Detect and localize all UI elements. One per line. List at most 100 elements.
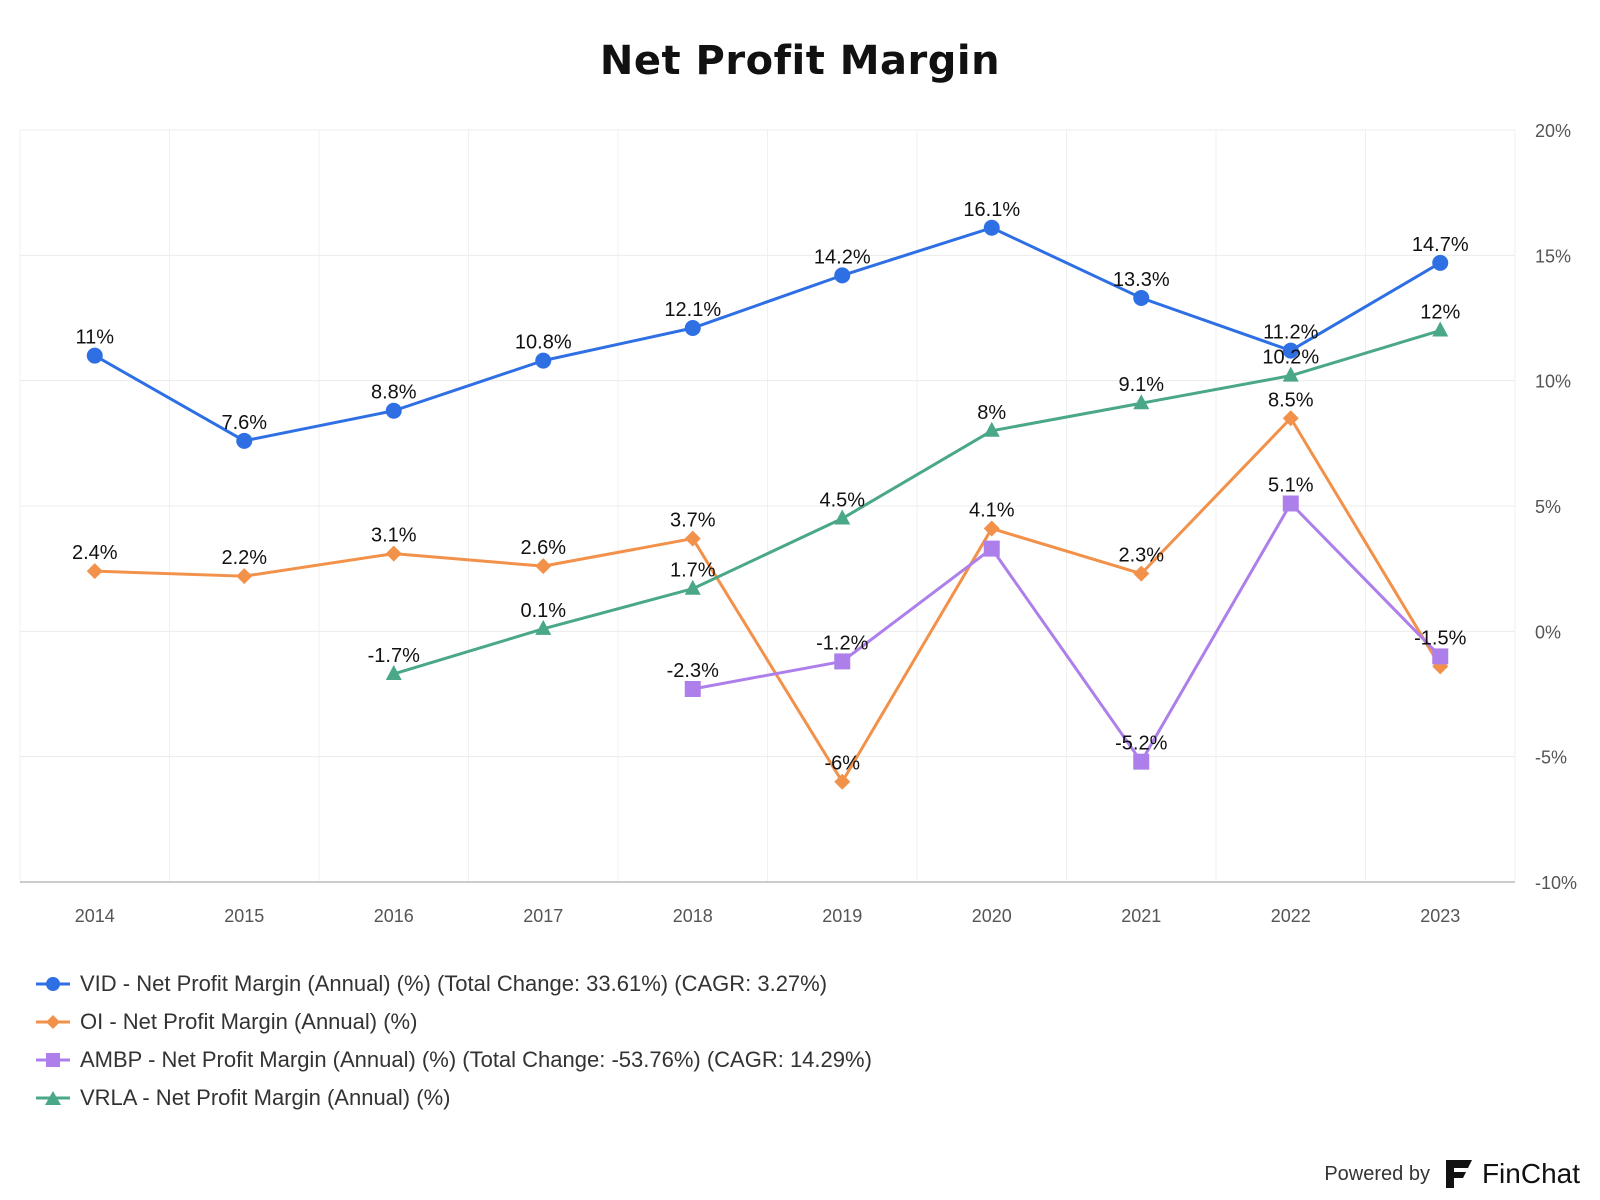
data-point-vid [86, 347, 103, 364]
legend-marker-square-icon [36, 1053, 70, 1067]
x-tick-label: 2017 [523, 906, 563, 926]
data-label-oi: 2.6% [520, 537, 566, 559]
data-point-oi [535, 558, 552, 575]
data-point-vrla [684, 579, 701, 595]
data-point-vrla [535, 619, 552, 635]
chart-title: Net Profit Margin [599, 38, 1001, 84]
data-point-ambp [834, 653, 851, 670]
x-tick-label: 2015 [224, 906, 264, 926]
y-tick-label: -5% [1535, 748, 1567, 768]
data-point-ambp [983, 540, 1000, 557]
series-line-vrla [393, 329, 1441, 676]
legend-marker-triangle-icon [36, 1091, 70, 1105]
data-label-vid: 16.1% [963, 199, 1020, 221]
data-point-vid [1432, 254, 1449, 271]
data-label-oi: 2.3% [1118, 545, 1164, 567]
data-label-ambp: -5.2% [1115, 733, 1167, 755]
data-label-vrla: -1.7% [368, 645, 420, 667]
data-label-oi: 2.4% [72, 542, 118, 564]
data-label-vid: 11.2% [1263, 322, 1318, 344]
data-point-vrla [1133, 394, 1150, 410]
data-point-vid [535, 352, 552, 369]
x-tick-label: 2016 [374, 906, 414, 926]
legend: VID - Net Profit Margin (Annual) (%) (To… [36, 965, 872, 1117]
legend-marker-diamond-icon [36, 1015, 70, 1029]
data-point-oi [86, 563, 103, 580]
data-label-vid: 7.6% [221, 412, 267, 434]
data-label-vid: 14.2% [814, 246, 871, 268]
x-tick-label: 2018 [673, 906, 713, 926]
x-tick-label: 2014 [75, 906, 115, 926]
series-line-ambp [692, 501, 1442, 764]
data-point-vid [983, 219, 1000, 236]
data-point-vrla [983, 421, 1000, 437]
y-tick-label: 10% [1535, 372, 1571, 392]
legend-item-oi[interactable]: OI - Net Profit Margin (Annual) (%) [36, 1003, 872, 1041]
legend-label: OI - Net Profit Margin (Annual) (%) [80, 1009, 418, 1034]
line-chart: 20% 15% 10% 5% 0% -5% -10% 2014 2015 2016 2017 2018… [19, 121, 1577, 926]
data-point-ambp [1133, 753, 1150, 770]
finchat-brand: FinChat [1481, 1158, 1580, 1189]
data-label-oi: 2.2% [221, 547, 267, 569]
legend-item-vrla[interactable]: VRLA - Net Profit Margin (Annual) (%) [36, 1079, 872, 1117]
data-point-ambp [1282, 495, 1299, 512]
finchat-logo-icon [1445, 1160, 1472, 1188]
legend-marker-circle-icon [36, 977, 70, 991]
data-point-ambp [1432, 648, 1449, 665]
data-label-ambp: 5.1% [1268, 474, 1314, 496]
y-tick-label: 15% [1535, 246, 1571, 266]
data-point-oi [1282, 410, 1299, 427]
data-label-oi: -6% [824, 753, 860, 775]
legend-label: AMBP - Net Profit Margin (Annual) (%) (T… [80, 1047, 872, 1072]
data-point-oi [834, 773, 851, 790]
data-label-vrla: 9.1% [1118, 374, 1164, 396]
data-label-vid: 10.8% [515, 332, 572, 354]
data-label-vid: 13.3% [1113, 269, 1170, 291]
powered-by-credit[interactable]: Powered by FinChat [1324, 1158, 1580, 1190]
legend-item-ambp[interactable]: AMBP - Net Profit Margin (Annual) (%) (T… [36, 1041, 872, 1079]
powered-by-text: Powered by [1324, 1162, 1430, 1185]
data-label-ambp: -2.3% [667, 660, 719, 682]
data-point-oi [983, 520, 1000, 537]
series-line-vid [94, 226, 1442, 443]
data-label-vid: 8.8% [371, 382, 417, 404]
y-tick-label: 0% [1535, 622, 1561, 642]
data-label-oi: 3.7% [670, 510, 716, 532]
x-tick-label: 2021 [1121, 906, 1161, 926]
x-tick-label: 2020 [972, 906, 1012, 926]
data-label-oi: 3.1% [371, 525, 417, 547]
data-point-oi [236, 568, 253, 585]
x-tick-label: 2022 [1271, 906, 1311, 926]
data-point-vid [385, 402, 402, 419]
data-label-oi: 8.5% [1268, 389, 1314, 411]
data-label-vrla: 12% [1420, 302, 1460, 324]
data-label-oi: 4.1% [969, 500, 1015, 522]
data-label-ambp: -1.2% [816, 632, 868, 654]
data-point-vid [684, 320, 701, 337]
y-tick-label: -10% [1535, 873, 1577, 893]
data-label-vrla: 10.2% [1262, 347, 1319, 369]
data-label-vid: 11% [75, 327, 114, 349]
data-label-vid: 12.1% [664, 299, 721, 321]
data-label-vrla: 1.7% [670, 560, 716, 582]
data-point-oi [385, 545, 402, 562]
series-line-oi [94, 416, 1442, 784]
legend-item-vid[interactable]: VID - Net Profit Margin (Annual) (%) (To… [36, 965, 872, 1003]
y-tick-label: 5% [1535, 497, 1561, 517]
data-point-vid [236, 432, 253, 449]
data-point-vid [1282, 342, 1299, 359]
y-tick-label: 20% [1535, 121, 1571, 141]
data-point-oi [1133, 565, 1150, 582]
data-label-vrla: 0.1% [520, 600, 566, 622]
legend-label: VRLA - Net Profit Margin (Annual) (%) [80, 1085, 451, 1110]
data-point-vrla [385, 664, 402, 680]
data-point-vrla [834, 509, 851, 525]
data-label-vrla: 8% [977, 402, 1006, 424]
data-label-vrla: 4.5% [819, 490, 865, 512]
x-tick-label: 2023 [1420, 906, 1460, 926]
data-point-vrla [1432, 321, 1449, 337]
data-point-oi [684, 530, 701, 547]
data-label-ambp: -1.5% [1414, 627, 1466, 649]
legend-label: VID - Net Profit Margin (Annual) (%) (To… [80, 971, 828, 996]
data-point-ambp [684, 680, 701, 697]
